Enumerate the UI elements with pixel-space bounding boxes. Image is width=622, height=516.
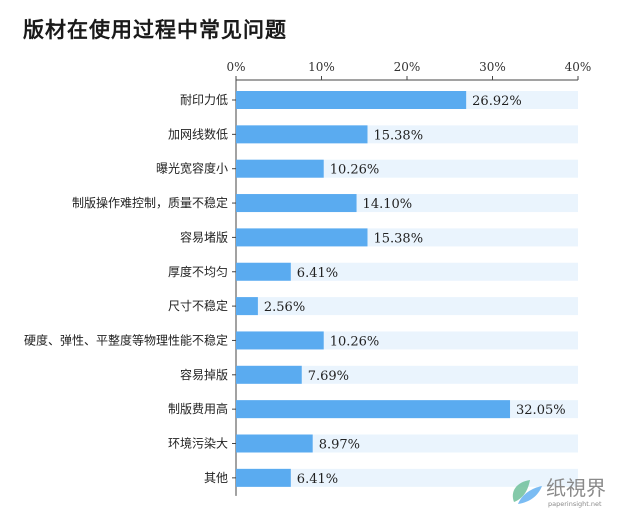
chart-title: 版材在使用过程中常见问题 [23, 18, 287, 42]
category-label: 制版操作难控制，质量不稳定 [72, 195, 228, 210]
watermark-subtext: paperinsight.net [548, 500, 602, 508]
bar [236, 365, 302, 384]
bar [236, 262, 291, 281]
value-label: 14.10% [363, 197, 413, 212]
bar-track [236, 365, 578, 384]
bar [236, 400, 511, 419]
bar [236, 331, 324, 350]
value-label: 2.56% [264, 300, 305, 315]
watermark: 纸視界 paperinsight.net [512, 476, 606, 508]
value-label: 10.26% [330, 163, 380, 178]
value-label: 6.41% [297, 266, 338, 281]
category-label: 曝光宽容度小 [156, 161, 228, 176]
bar-track [236, 262, 578, 281]
bar-track [236, 297, 578, 316]
value-label: 8.97% [319, 438, 360, 453]
value-label: 26.92% [472, 94, 522, 109]
bar [236, 194, 357, 213]
category-label: 其他 [204, 471, 228, 485]
category-label: 尺寸不稳定 [168, 298, 228, 313]
value-label: 15.38% [373, 231, 423, 246]
category-label: 加网线数低 [168, 126, 228, 141]
bar [236, 125, 368, 144]
x-tick-label: 40% [565, 60, 592, 74]
bar [236, 468, 291, 487]
bar [236, 228, 368, 247]
value-label: 6.41% [297, 472, 338, 487]
bar [236, 159, 324, 178]
category-label: 制版费用高 [168, 401, 228, 416]
category-label: 容易堵版 [180, 229, 228, 244]
x-tick-label: 20% [394, 60, 421, 74]
bar [236, 297, 258, 316]
category-label: 耐印力低 [180, 93, 228, 107]
x-tick-label: 0% [226, 60, 245, 74]
category-label: 容易掉版 [180, 367, 228, 382]
category-label: 硬度、弹性、平整度等物理性能不稳定 [24, 332, 228, 347]
category-label: 环境污染大 [168, 436, 228, 451]
value-label: 7.69% [308, 369, 349, 384]
x-tick-label: 30% [479, 60, 506, 74]
value-label: 32.05% [516, 403, 566, 418]
category-label: 厚度不均匀 [168, 264, 228, 279]
bar [236, 91, 467, 109]
value-label: 15.38% [373, 128, 423, 143]
value-label: 10.26% [330, 334, 380, 349]
bar-track [236, 434, 578, 453]
x-tick-label: 10% [308, 60, 335, 74]
watermark-text: 纸視界 [546, 476, 606, 500]
bar [236, 434, 313, 453]
bar-track [236, 468, 578, 487]
paper-leaf-logo-icon [512, 480, 542, 504]
